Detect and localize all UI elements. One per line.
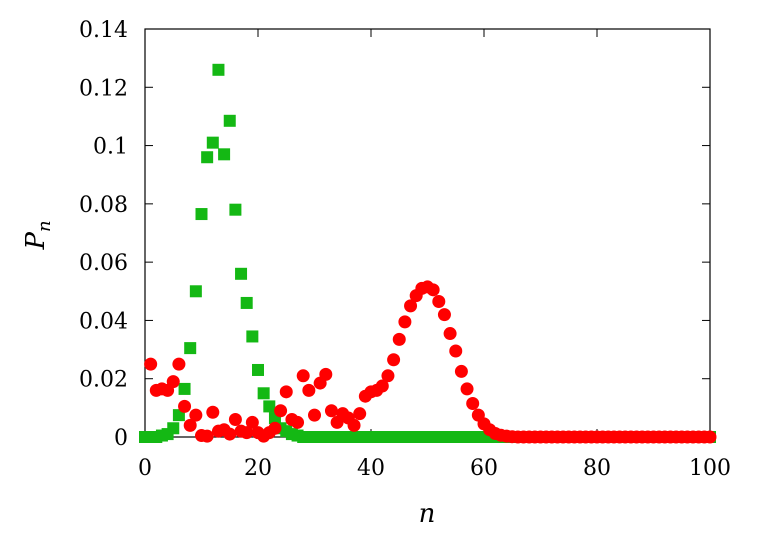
- data-point-circle: [454, 364, 468, 378]
- plot-frame: [144, 28, 711, 438]
- data-point-circle: [392, 332, 406, 346]
- data-point-circle: [279, 385, 293, 399]
- x-tick-label: 40: [357, 456, 385, 481]
- data-point-circle: [353, 407, 367, 421]
- data-point-circle: [274, 404, 288, 418]
- x-axis-title: n: [419, 499, 436, 529]
- data-point-square: [252, 363, 264, 376]
- data-point-circle: [183, 418, 197, 432]
- y-tick-label: 0.1: [93, 135, 128, 160]
- data-point-circle: [223, 427, 237, 441]
- data-point-circle: [200, 429, 214, 443]
- data-point-square: [235, 267, 248, 280]
- series-red-circles: [144, 280, 717, 444]
- data-point-circle: [432, 294, 446, 308]
- data-point-circle: [308, 408, 321, 422]
- tick-labels: 0 20 40 60 80 100 0 0.02 0.04 0.06 0.08 0.1 0.12 0.14: [79, 18, 731, 481]
- data-point-circle: [245, 415, 259, 429]
- data-point-circle: [703, 430, 717, 444]
- y-tick-label: 0.12: [79, 76, 128, 101]
- data-point-circle: [437, 308, 451, 322]
- data-point-circle: [291, 415, 305, 429]
- data-point-circle: [381, 369, 395, 383]
- data-point-circle: [228, 413, 242, 427]
- y-axis-title: Pn: [21, 220, 55, 250]
- data-point-circle: [319, 367, 333, 381]
- y-axis-title-sub: n: [34, 220, 55, 232]
- data-point-circle: [375, 379, 389, 393]
- data-point-circle: [166, 375, 180, 389]
- data-point-square: [167, 422, 180, 435]
- data-point-square: [240, 296, 253, 309]
- y-tick-label: 0.14: [79, 18, 128, 43]
- data-point-square: [184, 342, 197, 355]
- y-tick-label: 0.02: [79, 368, 128, 393]
- x-tick-label: 20: [244, 456, 272, 481]
- data-point-circle: [296, 369, 310, 383]
- x-tick-label: 80: [583, 456, 611, 481]
- data-point-circle: [398, 315, 412, 329]
- data-point-circle: [347, 418, 361, 432]
- x-tick-label: 0: [138, 456, 152, 481]
- data-point-circle: [324, 404, 338, 418]
- data-point-circle: [178, 399, 192, 413]
- data-point-square: [246, 330, 259, 343]
- data-point-square: [178, 382, 191, 395]
- data-point-square: [201, 151, 214, 164]
- data-point-square: [206, 136, 219, 149]
- data-point-circle: [387, 353, 401, 367]
- data-point-square: [263, 400, 276, 413]
- data-point-circle: [426, 283, 440, 297]
- data-point-circle: [172, 357, 186, 371]
- y-tick-label: 0.04: [79, 309, 128, 334]
- data-point-circle: [404, 299, 418, 313]
- x-tick-label: 60: [470, 456, 498, 481]
- data-point-square: [218, 148, 231, 161]
- data-point-square: [212, 63, 225, 76]
- y-tick-label: 0.06: [79, 251, 128, 276]
- data-point-circle: [240, 426, 254, 440]
- data-point-square: [189, 285, 202, 298]
- x-tick-label: 100: [689, 456, 731, 481]
- data-point-circle: [443, 327, 457, 341]
- data-point-circle: [189, 408, 203, 422]
- data-point-circle: [268, 421, 282, 435]
- y-tick-label: 0: [114, 426, 128, 451]
- data-point-circle: [460, 382, 474, 396]
- series-green-squares: [139, 63, 716, 443]
- data-point-square: [223, 114, 236, 127]
- y-axis-title-main: P: [21, 232, 51, 251]
- data-point-circle: [449, 344, 463, 358]
- data-point-square: [229, 203, 242, 216]
- data-point-square: [257, 387, 270, 400]
- data-point-circle: [302, 383, 316, 397]
- data-point-circle: [206, 405, 220, 419]
- y-tick-label: 0.08: [79, 193, 128, 218]
- data-point-circle: [144, 357, 158, 371]
- data-point-square: [195, 208, 208, 221]
- ticks: [144, 28, 711, 438]
- data-point-circle: [466, 396, 480, 410]
